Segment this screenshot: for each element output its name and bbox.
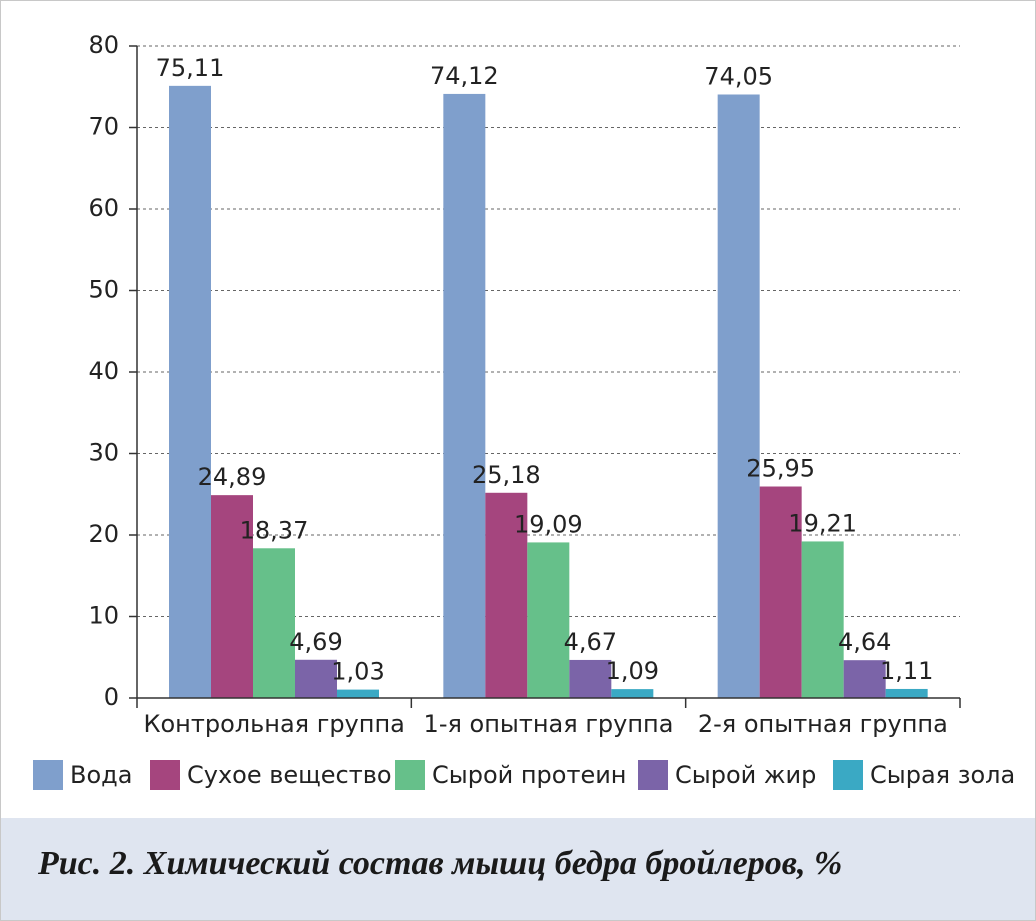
value-label: 19,21 [788, 509, 857, 537]
bar [717, 94, 760, 699]
bar [885, 688, 928, 698]
y-tick-label: 0 [104, 683, 119, 711]
legend-label: Сухое вещество [187, 761, 392, 789]
y-tick-label: 70 [88, 113, 119, 141]
x-tick-label: Контрольная группа [143, 710, 404, 738]
legend-swatch [833, 760, 863, 790]
legend-label: Сырой жир [675, 761, 816, 789]
legend-swatch [33, 760, 63, 790]
y-tick-label: 10 [88, 602, 119, 630]
value-label: 1,09 [606, 657, 659, 685]
bar [169, 85, 211, 698]
y-tick-label: 50 [88, 276, 119, 304]
y-tick-label: 80 [88, 31, 119, 59]
value-label: 74,12 [430, 62, 499, 90]
value-label: 4,67 [564, 628, 617, 656]
y-tick-label: 60 [88, 194, 119, 222]
bar [527, 542, 570, 698]
y-tick-label: 20 [88, 520, 119, 548]
chart-title: Рис. 2. Химический состав мышц бедра бро… [37, 845, 842, 882]
value-label: 4,64 [838, 628, 891, 656]
y-tick-label: 30 [88, 439, 119, 467]
bar [211, 495, 253, 698]
legend-label: Сырой протеин [432, 761, 627, 789]
value-label: 1,03 [331, 658, 384, 686]
value-label: 75,11 [156, 54, 225, 82]
legend-label: Вода [70, 761, 132, 789]
bar [801, 541, 844, 698]
value-label: 4,69 [289, 628, 342, 656]
value-label: 74,05 [704, 62, 773, 90]
y-tick-label: 40 [88, 357, 119, 385]
value-label: 1,11 [880, 657, 933, 685]
caption-band [1, 818, 1035, 920]
bar [569, 659, 612, 698]
bar [611, 689, 654, 698]
bar [485, 492, 528, 698]
value-label: 18,37 [240, 516, 309, 544]
bar [443, 93, 486, 698]
bar [759, 486, 802, 698]
value-label: 24,89 [198, 463, 267, 491]
legend-swatch [395, 760, 425, 790]
bar [843, 660, 886, 698]
bar [253, 548, 295, 698]
x-tick-label: 2-я опытная группа [698, 710, 948, 738]
value-label: 25,95 [746, 455, 815, 483]
value-label: 19,09 [514, 510, 583, 538]
bar [337, 689, 379, 698]
value-label: 25,18 [472, 461, 541, 489]
x-tick-label: 1-я опытная группа [424, 710, 674, 738]
bar [295, 659, 337, 698]
legend-swatch [638, 760, 668, 790]
legend-label: Сырая зола [870, 761, 1015, 789]
legend-swatch [150, 760, 180, 790]
